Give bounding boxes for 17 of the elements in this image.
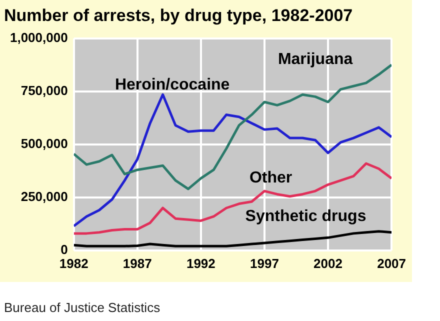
series-label: Marijuana (278, 51, 353, 68)
text: Bureau of Justice Statistics (4, 300, 160, 315)
series-label: Synthetic drugs (245, 208, 366, 225)
y-tick-label: 1,000,000 (10, 30, 68, 45)
chart-title: Number of arrests, by drug type, 1982-2007 (4, 6, 353, 25)
y-tick-label: 250,000 (20, 188, 68, 204)
series-label: Heroin/cocaine (114, 76, 230, 94)
x-tick-label: 2002 (314, 256, 342, 271)
x-tick-label: 1997 (250, 256, 279, 271)
x-tick-label: 2007 (377, 256, 406, 271)
y-tick-label: 750,000 (20, 82, 68, 98)
y-tick-label: 0 (60, 242, 68, 257)
x-tick-label: 1987 (122, 256, 152, 271)
x-tick-label: 1992 (186, 256, 216, 271)
y-tick-label: 500,000 (20, 136, 68, 151)
x-tick-label: 1982 (59, 256, 88, 271)
series-label: Other (249, 170, 292, 187)
